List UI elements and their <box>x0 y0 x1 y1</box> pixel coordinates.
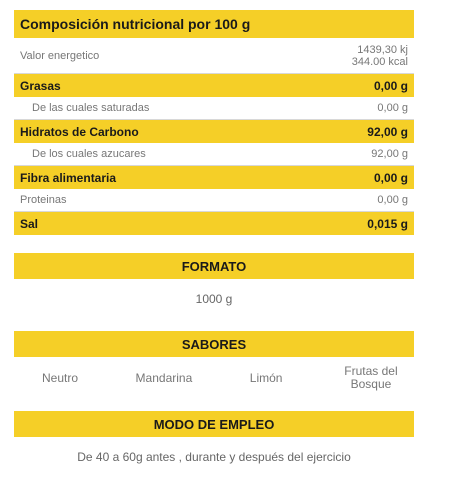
nutrition-value: 0,00 g <box>377 194 408 206</box>
sabores-header: SABORES <box>14 331 414 357</box>
sabores-title: SABORES <box>181 336 247 352</box>
nutrition-title: Composición nutricional por 100 g <box>14 10 414 38</box>
modo-empleo-title: MODO DE EMPLEO <box>153 416 275 432</box>
nutrition-label: Sal <box>20 216 39 231</box>
product-info: Composición nutricional por 100 g Valor … <box>14 10 414 477</box>
nutrition-label: Fibra alimentaria <box>20 170 117 185</box>
flavor-item: Limón <box>249 370 283 385</box>
nutrition-value: 1439,30 kj 344.00 kcal <box>352 44 408 68</box>
nutrition-value: 0,015 g <box>367 216 408 231</box>
nutrition-row-fiber: Fibra alimentaria 0,00 g <box>14 166 414 189</box>
nutrition-row-carbs: Hidratos de Carbono 92,00 g <box>14 120 414 143</box>
flavor-item: Mandarina <box>135 370 193 385</box>
nutrition-value: 0,00 g <box>377 102 408 114</box>
energy-kj-value: 1439,30 kj <box>357 43 408 56</box>
formato-title: FORMATO <box>181 258 247 274</box>
flavor-item: Frutas del Bosque <box>344 364 398 391</box>
energy-kcal-value: 344.00 kcal <box>351 55 408 68</box>
nutrition-label: Hidratos de Carbono <box>20 124 139 139</box>
flavor-item: Neutro <box>42 370 79 385</box>
nutrition-value: 92,00 g <box>371 148 408 160</box>
nutrition-row-salt: Sal 0,015 g <box>14 212 414 235</box>
nutrition-row-protein: Proteinas 0,00 g <box>14 189 414 212</box>
nutrition-row-sugars: De los cuales azucares 92,00 g <box>14 143 414 166</box>
nutrition-label: Proteinas <box>20 194 67 206</box>
modo-empleo-text: De 40 a 60g antes , durante y después de… <box>77 450 351 464</box>
nutrition-label: De los cuales azucares <box>32 148 146 160</box>
flavor-list: Neutro Mandarina Limón Frutas del Bosque <box>14 357 414 399</box>
nutrition-row-saturated: De las cuales saturadas 0,00 g <box>14 97 414 120</box>
nutrition-row-fats: Grasas 0,00 g <box>14 74 414 97</box>
nutrition-row-energy: Valor energetico 1439,30 kj 344.00 kcal <box>14 38 414 74</box>
nutrition-label: Valor energetico <box>20 49 100 62</box>
nutrition-value: 0,00 g <box>373 78 408 93</box>
nutrition-value: 0,00 g <box>373 170 408 185</box>
nutrition-value: 92,00 g <box>367 124 408 139</box>
formato-header: FORMATO <box>14 253 414 279</box>
nutrition-label: De las cuales saturadas <box>32 102 150 114</box>
formato-value: 1000 g <box>195 292 233 306</box>
nutrition-label: Grasas <box>20 78 61 93</box>
nutrition-title-text: Composición nutricional por 100 g <box>20 16 251 32</box>
modo-empleo-header: MODO DE EMPLEO <box>14 411 414 437</box>
